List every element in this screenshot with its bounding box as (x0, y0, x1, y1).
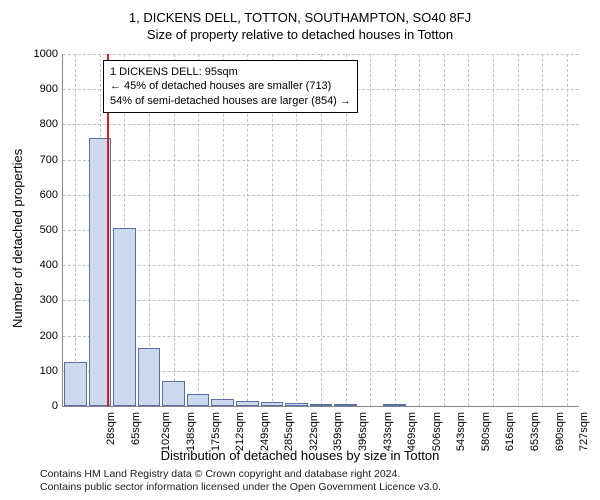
gridline-v (419, 54, 420, 406)
histogram-bar (383, 404, 406, 406)
footer-line-2: Contains public sector information licen… (40, 481, 441, 494)
ytick-label: 900 (18, 83, 58, 95)
ytick-label: 500 (18, 224, 58, 236)
xtick-label: 727sqm (578, 412, 590, 451)
chart-title-sub: Size of property relative to detached ho… (0, 25, 600, 42)
gridline-v (493, 54, 494, 406)
ytick-label: 700 (18, 154, 58, 166)
histogram-bar (113, 228, 136, 406)
xtick-label: 102sqm (161, 412, 173, 451)
histogram-bar (310, 404, 333, 406)
xtick-label: 322sqm (308, 412, 320, 451)
ytick-label: 800 (18, 118, 58, 130)
chart-xlabel: Distribution of detached houses by size … (0, 448, 600, 463)
ytick-label: 400 (18, 259, 58, 271)
xtick-label: 506sqm (431, 412, 443, 451)
gridline-v (75, 54, 76, 406)
histogram-bar (138, 348, 161, 406)
histogram-bar (211, 399, 234, 406)
chart-title-main: 1, DICKENS DELL, TOTTON, SOUTHAMPTON, SO… (0, 0, 600, 25)
footer-line-1: Contains HM Land Registry data © Crown c… (40, 468, 441, 481)
xtick-label: 690sqm (554, 412, 566, 451)
xtick-label: 285sqm (283, 412, 295, 451)
xtick-label: 212sqm (234, 412, 246, 451)
xtick-label: 138sqm (185, 412, 197, 451)
chart-footer: Contains HM Land Registry data © Crown c… (40, 468, 441, 494)
annotation-line: ← 45% of detached houses are smaller (71… (110, 79, 351, 93)
gridline-v (542, 54, 543, 406)
xtick-label: 65sqm (130, 412, 142, 445)
gridline-v (567, 54, 568, 406)
gridline-v (370, 54, 371, 406)
xtick-label: 616sqm (505, 412, 517, 451)
xtick-label: 469sqm (406, 412, 418, 451)
ytick-label: 100 (18, 365, 58, 377)
histogram-bar (162, 381, 185, 406)
xtick-label: 396sqm (357, 412, 369, 451)
ytick-label: 1000 (18, 48, 58, 60)
ytick-label: 600 (18, 189, 58, 201)
xtick-label: 543sqm (455, 412, 467, 451)
xtick-label: 249sqm (259, 412, 271, 451)
xtick-label: 175sqm (210, 412, 222, 451)
chart-container: { "chart": { "type": "histogram", "title… (0, 0, 600, 500)
chart-plot-area: 1 DICKENS DELL: 95sqm← 45% of detached h… (62, 54, 579, 407)
xtick-label: 580sqm (480, 412, 492, 451)
xtick-label: 28sqm (105, 412, 117, 445)
xtick-label: 433sqm (382, 412, 394, 451)
xtick-label: 359sqm (333, 412, 345, 451)
xtick-label: 653sqm (529, 412, 541, 451)
ytick-label: 200 (18, 330, 58, 342)
gridline-v (518, 54, 519, 406)
gridline-v (444, 54, 445, 406)
annotation-box: 1 DICKENS DELL: 95sqm← 45% of detached h… (103, 60, 358, 113)
histogram-bar (261, 402, 284, 406)
ytick-label: 0 (18, 400, 58, 412)
histogram-bar (187, 394, 210, 406)
annotation-line: 54% of semi-detached houses are larger (… (110, 94, 351, 108)
ytick-label: 300 (18, 294, 58, 306)
annotation-line: 1 DICKENS DELL: 95sqm (110, 65, 351, 79)
histogram-bar (236, 401, 259, 406)
gridline-v (468, 54, 469, 406)
histogram-bar (334, 404, 357, 406)
histogram-bar (285, 403, 308, 406)
gridline-v (395, 54, 396, 406)
histogram-bar (64, 362, 87, 406)
